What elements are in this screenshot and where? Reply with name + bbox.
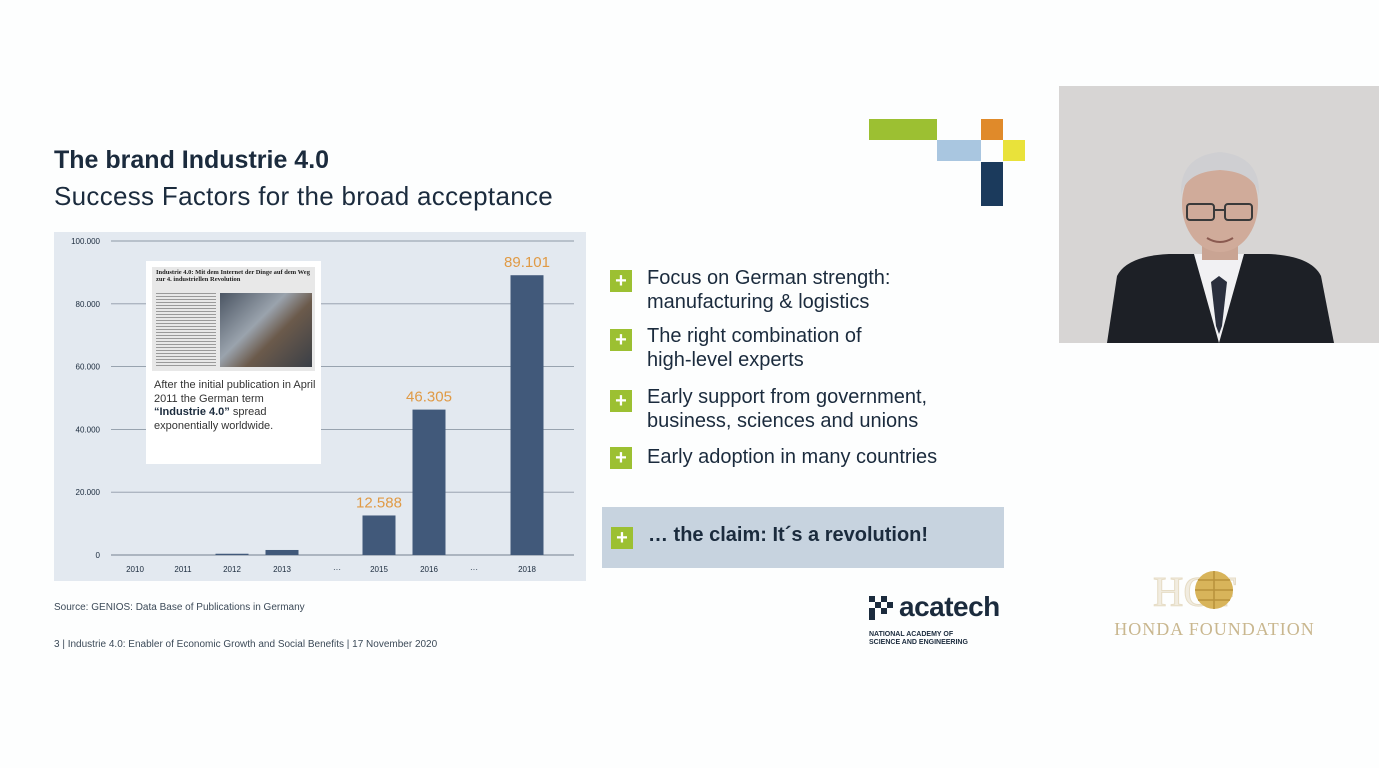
webcam-video-feed [1059,86,1379,343]
acatech-wordmark: acatech [899,591,1000,622]
plus-icon: + [610,329,632,351]
newspaper-headline: Industrie 4.0: Mit dem Internet der Ding… [156,269,310,283]
x-tick-label: ··· [470,565,478,574]
newspaper-clipping-image: Industrie 4.0: Mit dem Internet der Ding… [152,267,315,371]
x-tick-label: 2016 [420,565,438,574]
newspaper-callout: Industrie 4.0: Mit dem Internet der Ding… [146,261,321,464]
bar [510,275,544,555]
x-tick-label: 2010 [126,565,144,574]
slide-title: The brand Industrie 4.0 [54,146,330,174]
presenter-video-image [1059,86,1379,343]
deco-green-block [869,119,937,140]
newspaper-columns [156,293,216,367]
data-label: 12.588 [356,494,402,511]
callout-text-before: After the initial publication in April 2… [154,379,316,405]
callout-text: After the initial publication in April 2… [154,379,316,433]
bar [362,515,396,555]
x-tick-label: 2012 [223,565,241,574]
honda-foundation-text: HONDA FOUNDATION [1114,619,1315,639]
claim-box: + … the claim: It´s a revolution! [602,507,1004,568]
data-label: 89.101 [504,254,550,271]
newspaper-photo [220,293,312,367]
bullet-text: Focus on German strength: manufacturing &… [647,267,891,313]
claim-text: … the claim: It´s a revolution! [648,524,929,546]
y-tick-label: 80.000 [76,300,101,309]
y-tick-label: 100.000 [71,237,100,246]
x-tick-label: 2018 [518,565,536,574]
data-label: 46.305 [406,389,452,406]
chart-panel: 0 20.000 40.000 60.000 80.000 100.000 2010 2011… [54,232,586,581]
deco-yellow-block [1003,140,1025,161]
x-tick-label: 2011 [174,565,192,574]
x-tick-label: ··· [333,565,341,574]
plus-icon: + [611,527,633,549]
acatech-subtitle: NATIONAL ACADEMY OF SCIENCE AND ENGINEERI… [869,631,968,646]
bar [265,549,299,555]
honda-foundation-mark-icon: HOF [1153,570,1238,613]
deco-orange-block [981,119,1003,140]
plus-icon: + [610,390,632,412]
source-note: Source: GENIOS: Data Base of Publication… [54,602,305,613]
bullet-text: The right combination of high-level exper… [647,325,862,371]
y-tick-label: 20.000 [76,488,101,497]
bar [215,553,249,555]
deco-lightblue-block [937,140,981,161]
bullet-text: Early support from government, business, … [647,386,928,432]
acatech-mark-icon [869,596,893,620]
callout-text-bold: “Industrie 4.0” [154,406,230,418]
slide-footer: 3 | Industrie 4.0: Enabler of Economic G… [54,639,438,650]
bullet-text: Early adoption in many countries [647,446,938,468]
x-tick-label: 2015 [370,565,388,574]
honda-foundation-logo: HOF HONDA FOUNDATION [1097,568,1332,648]
y-tick-label: 60.000 [76,363,101,372]
y-tick-label: 40.000 [76,425,101,434]
deco-navy-block [981,162,1003,206]
y-tick-label: 0 [96,551,101,560]
bar [412,409,446,555]
callout-text-after: spread exponentially worldwide. [154,406,274,432]
plus-icon: + [610,270,632,292]
x-tick-label: 2013 [273,565,291,574]
plus-icon: + [610,447,632,469]
slide-subtitle: Success Factors for the broad acceptance [54,181,554,211]
